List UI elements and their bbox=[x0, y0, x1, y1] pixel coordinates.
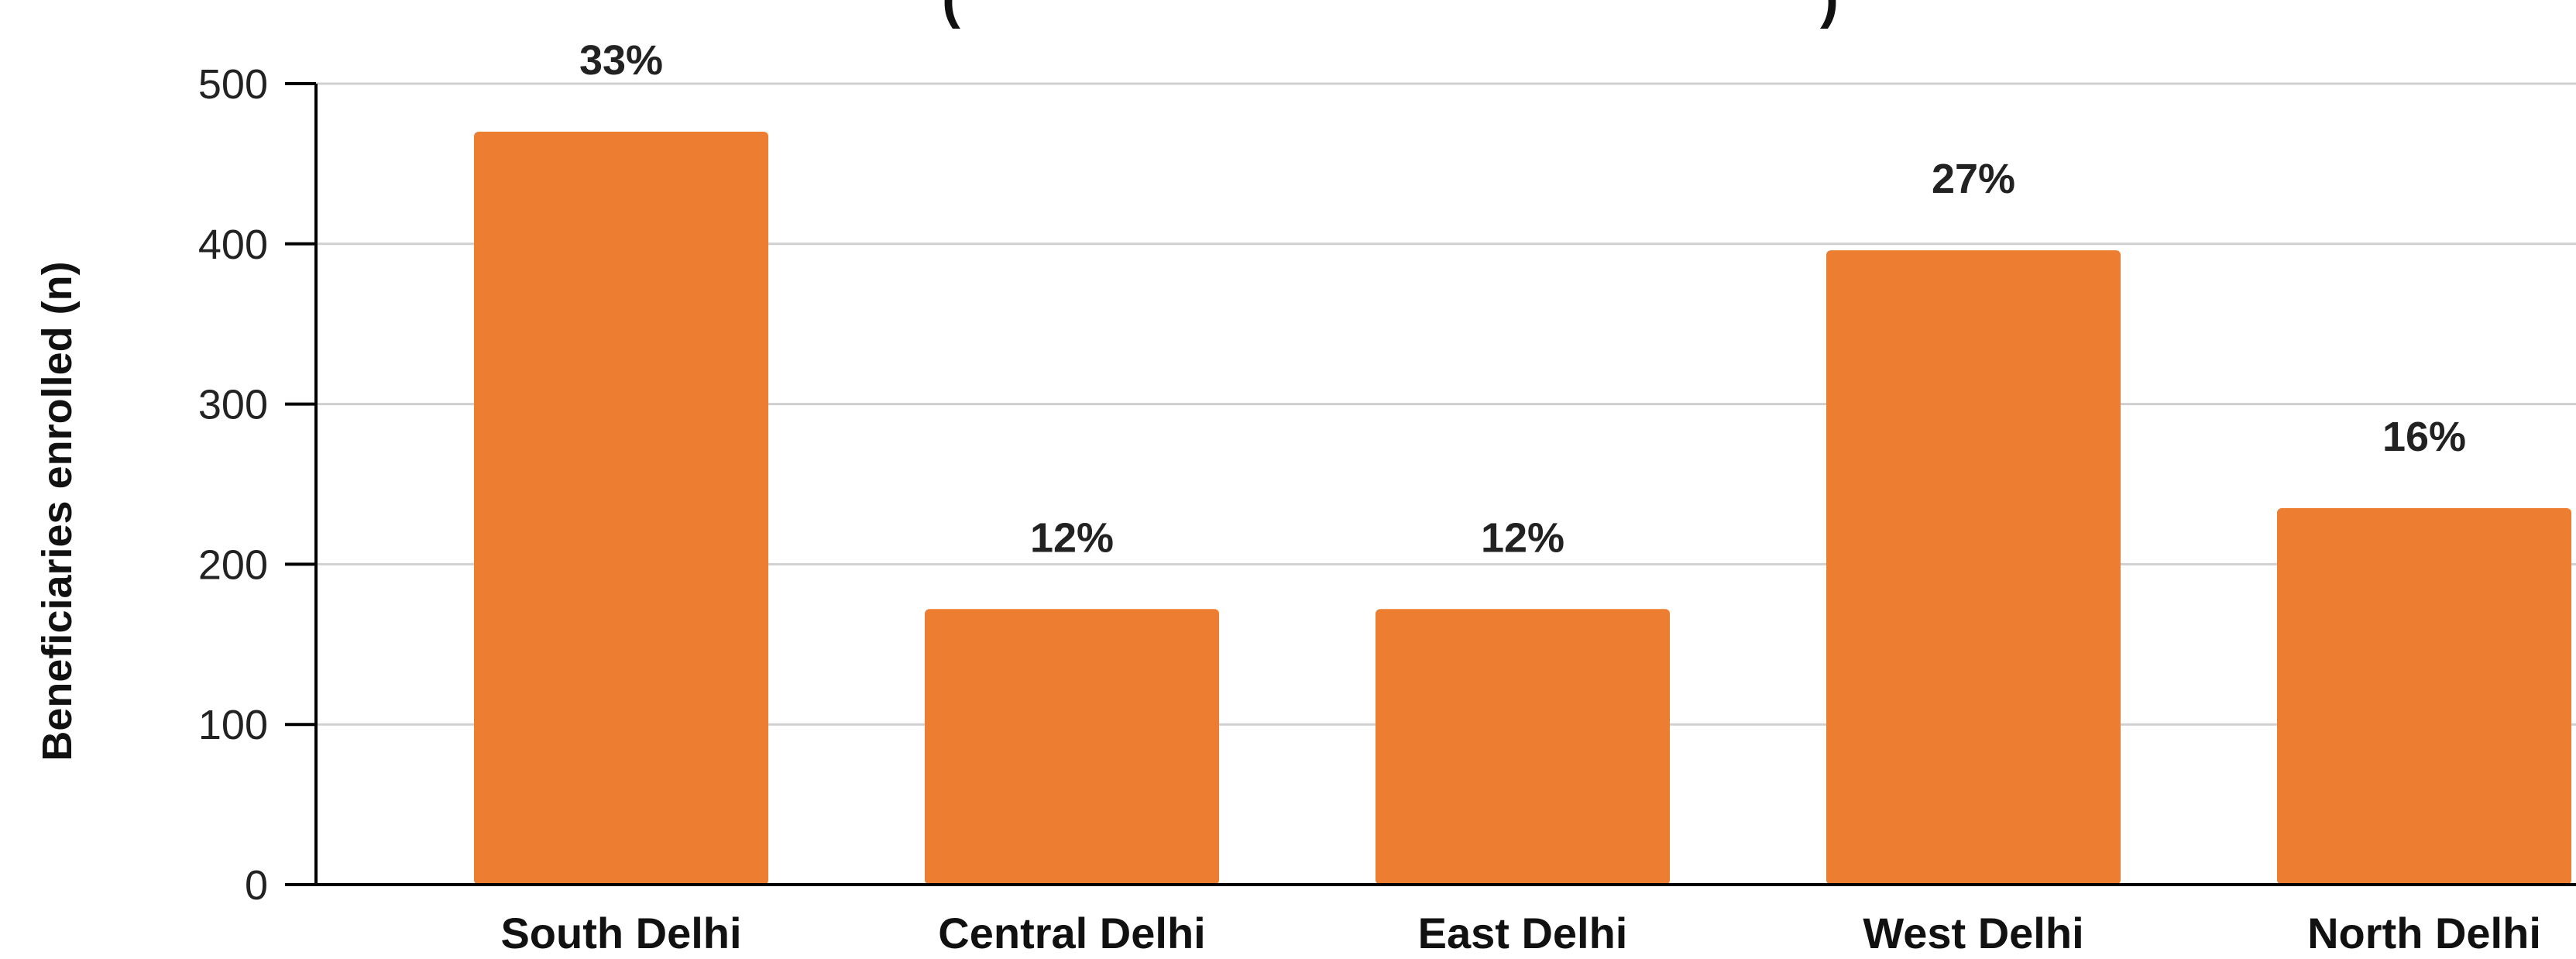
data-label: 16% bbox=[2382, 414, 2466, 460]
chart-title-close-paren: ) bbox=[1820, 0, 1839, 29]
x-tick-label: Central Delhi bbox=[938, 909, 1205, 957]
data-label: 33% bbox=[579, 37, 663, 84]
y-tick-label: 200 bbox=[198, 541, 268, 588]
x-tick-label: North Delhi bbox=[2307, 909, 2541, 957]
x-tick-label: South Delhi bbox=[500, 909, 741, 957]
x-tick-label: West Delhi bbox=[1863, 909, 2083, 957]
y-tick-label: 0 bbox=[245, 862, 268, 909]
bar-north-delhi bbox=[2277, 508, 2571, 885]
data-label: 27% bbox=[1932, 156, 2015, 202]
data-label: 12% bbox=[1481, 514, 1564, 561]
axes bbox=[285, 84, 2576, 886]
labels: 0 100 200 300 400 500 South Delhi 33% Central De… bbox=[198, 37, 2541, 957]
y-tick-label: 400 bbox=[198, 222, 268, 268]
bar-south-delhi bbox=[474, 132, 768, 885]
bar-east-delhi bbox=[1376, 609, 1670, 885]
chart-title-open-paren: ( bbox=[942, 0, 960, 29]
y-tick-label: 500 bbox=[198, 61, 268, 108]
y-tick-label: 300 bbox=[198, 382, 268, 428]
x-tick-label: East Delhi bbox=[1418, 909, 1628, 957]
bars bbox=[474, 132, 2571, 885]
y-axis-title: Beneficiaries enrolled (n) bbox=[34, 261, 81, 761]
bar-central-delhi bbox=[925, 609, 1219, 885]
bar-west-delhi bbox=[1826, 250, 2121, 885]
data-label: 12% bbox=[1030, 514, 1114, 561]
y-tick-label: 100 bbox=[198, 702, 268, 748]
